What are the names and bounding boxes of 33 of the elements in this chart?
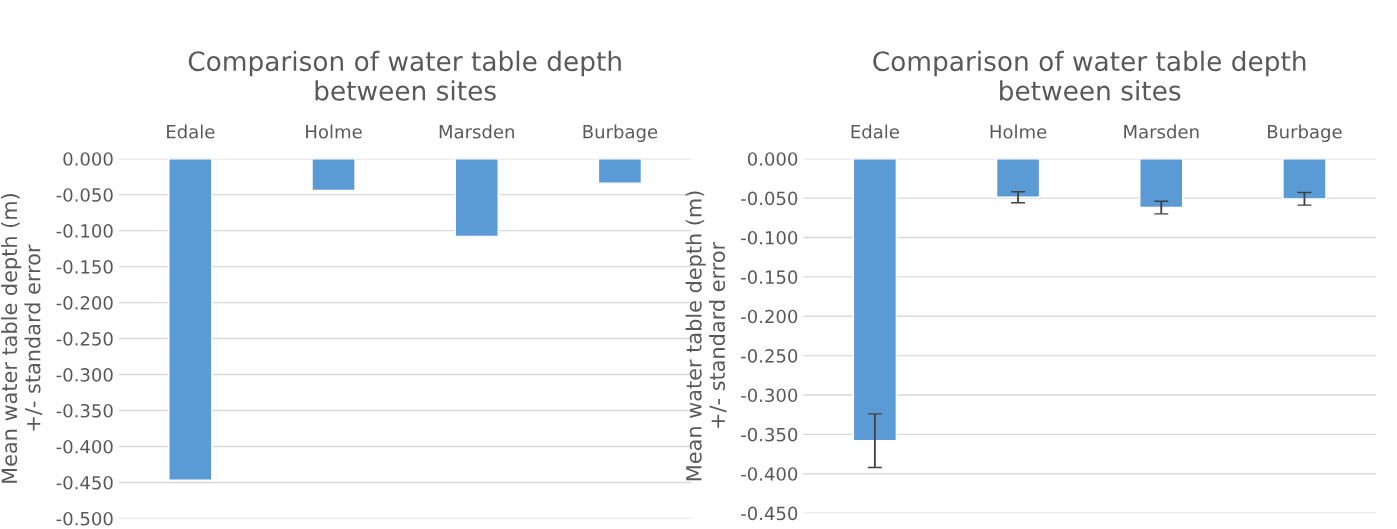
y-tick-label: -0.250	[56, 332, 113, 346]
y-axis-title: Mean water table depth (m) +/- standard error	[1, 194, 43, 483]
x-tick-label: Holme	[306, 124, 362, 139]
x-tick-label: Edale	[167, 124, 215, 139]
y-tick-label: -0.050	[741, 191, 798, 206]
y-tick-label: -0.400	[56, 439, 113, 454]
y-tick-label: -0.450	[741, 506, 798, 521]
y-tick-label: 0.000	[747, 152, 798, 166]
x-tick-label: Marsden	[1124, 124, 1199, 139]
y-tick-label: -0.350	[56, 403, 113, 418]
y-tick-label: -0.050	[56, 188, 113, 202]
y-tick-label: -0.350	[741, 427, 798, 442]
y-tick-label: -0.300	[56, 367, 113, 382]
chart-title: Comparison of water table depth between sites	[873, 50, 1306, 101]
x-tick-label: Burbage	[583, 124, 658, 143]
y-tick-label: -0.150	[56, 260, 113, 274]
x-tick-label: Edale	[851, 124, 899, 139]
y-tick-label: -0.500	[56, 511, 113, 526]
y-tick-label: 0.000	[63, 152, 113, 166]
y-tick-label: -0.300	[741, 388, 798, 403]
x-tick-label: Holme	[990, 124, 1047, 139]
y-tick-label: -0.200	[56, 296, 113, 310]
y-axis-title: Mean water table depth (m) +/- standard error	[685, 191, 727, 481]
y-tick-label: -0.450	[56, 475, 113, 490]
y-tick-label: -0.400	[741, 467, 798, 481]
y-tick-label: -0.100	[741, 230, 798, 245]
x-tick-label: Burbage	[1268, 124, 1342, 143]
y-tick-label: -0.150	[741, 270, 798, 284]
y-tick-label: -0.200	[741, 309, 798, 324]
x-tick-label: Marsden	[439, 124, 514, 139]
chart-title: Comparison of water table depth between sites	[188, 50, 621, 101]
y-tick-label: -0.250	[741, 349, 798, 363]
y-tick-label: -0.100	[56, 224, 113, 238]
